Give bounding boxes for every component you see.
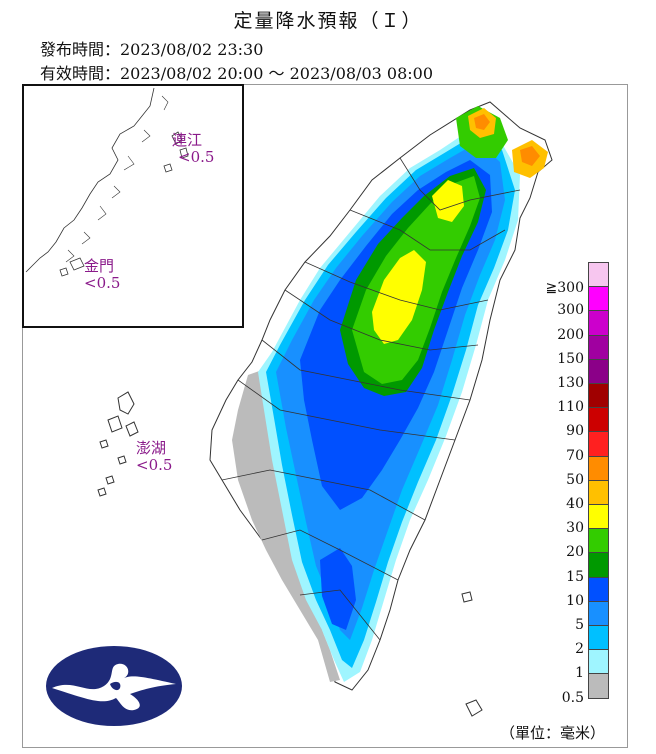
legend-swatch-16 [588, 649, 609, 675]
rain-50-area [520, 146, 540, 166]
map-frame [22, 84, 628, 748]
legend-swatch-12 [588, 552, 609, 578]
cwb-cloud-logo-icon [46, 646, 182, 726]
legend-swatch-13 [588, 576, 609, 602]
kinmen-name: 金門 [84, 257, 115, 275]
legend-swatch-1 [588, 286, 609, 312]
legend-swatch-8 [588, 455, 609, 481]
legend-label-17: 0.5 [561, 689, 584, 706]
penghu-islands [97, 391, 139, 497]
legend-swatch-4 [588, 358, 609, 384]
county-boundaries [221, 157, 521, 641]
legend-label-10: 30 [566, 520, 584, 537]
legend-label-8: 50 [566, 471, 584, 488]
kinmen-value: <0.5 [84, 274, 121, 292]
legend-label-2: 200 [557, 326, 584, 343]
legend-swatch-11 [588, 528, 609, 554]
map-title: 定量降水預報（Ｉ） [233, 10, 423, 32]
legend-swatch-0 [588, 262, 609, 288]
legend-swatch-6 [588, 407, 609, 433]
legend-label-13: 10 [566, 592, 584, 609]
legend-label-1: 300 [557, 302, 584, 319]
legend-swatch-14 [588, 600, 609, 626]
matsu-name: 連江 [172, 131, 203, 149]
legend-label-16: 1 [575, 665, 584, 682]
legend-label-11: 20 [566, 544, 584, 561]
valid-time: 有效時間：2023/08/02 20:00 ～ 2023/08/03 08:00 [40, 64, 434, 83]
legend-label-9: 40 [566, 496, 584, 512]
legend-swatch-10 [588, 504, 609, 530]
legend-label-7: 70 [566, 447, 584, 464]
penghu-label: 澎湖 <0.5 [136, 440, 172, 474]
matsu-value: <0.5 [178, 148, 215, 166]
legend-swatch-15 [588, 625, 609, 651]
penghu-value: <0.5 [136, 456, 173, 474]
legend-swatch-9 [588, 479, 609, 505]
legend-unit: （單位：毫米） [500, 724, 606, 742]
issue-time: 發布時間：2023/08/02 23:30 [40, 40, 264, 59]
rain-30-area [372, 250, 426, 344]
legend-label-15: 2 [575, 641, 584, 658]
legend-label-4: 130 [557, 375, 584, 391]
legend-label-3: 150 [557, 350, 584, 367]
legend-swatch-17 [588, 673, 609, 699]
rain-10-south-area [320, 548, 356, 630]
east-islands [461, 591, 483, 717]
rain-30-center-area [432, 180, 464, 222]
penghu-name: 澎湖 [136, 439, 167, 457]
rain-50-north-area [474, 114, 490, 130]
kinmen-label: 金門 <0.5 [84, 258, 120, 292]
offshore-islands-inset [22, 84, 244, 328]
fujian-coast-outline [25, 87, 189, 277]
legend-label-0: ≧300 [545, 280, 584, 297]
legend-swatch-2 [588, 310, 609, 336]
matsu-label: 連江 <0.5 [172, 132, 214, 166]
legend-label-14: 5 [575, 617, 584, 633]
legend-label-5: 110 [557, 399, 584, 416]
legend-label-6: 90 [566, 423, 584, 440]
legend-label-12: 15 [566, 568, 584, 585]
legend-swatch-3 [588, 334, 609, 360]
legend-swatch-7 [588, 431, 609, 457]
legend-swatch-5 [588, 383, 609, 409]
